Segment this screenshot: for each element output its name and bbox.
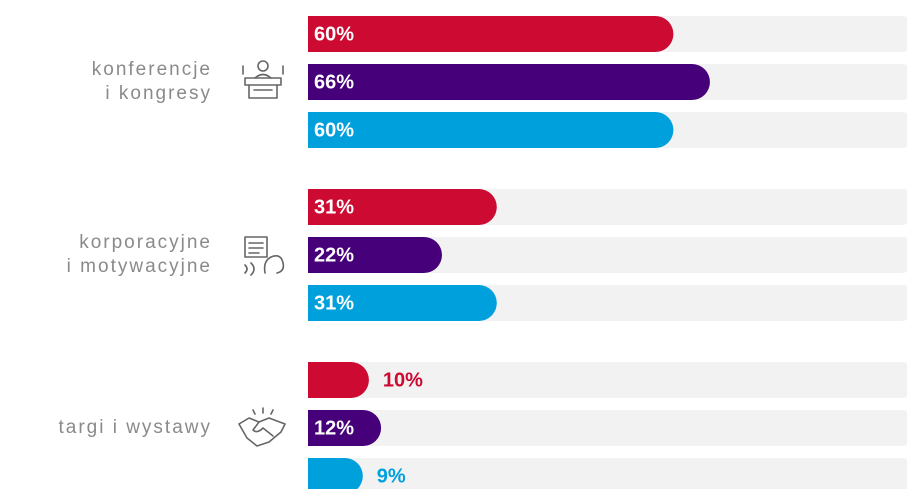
value-label: 22%	[314, 244, 354, 266]
bar	[308, 237, 442, 273]
category-label: konferencje i kongresy	[91, 59, 212, 104]
bar	[308, 64, 710, 100]
icon-corporate	[244, 236, 285, 276]
bar-track	[308, 410, 907, 446]
value-label: 31%	[314, 196, 354, 218]
icon-handshake	[238, 407, 286, 447]
bar-track	[308, 362, 907, 398]
bar	[308, 285, 497, 321]
value-label: 9%	[377, 465, 406, 487]
bar-track	[308, 237, 907, 273]
bar-track	[308, 458, 907, 489]
bar	[308, 458, 363, 489]
bar	[308, 189, 497, 225]
value-label: 60%	[314, 119, 354, 141]
bar	[308, 362, 369, 398]
category-label: korporacyjne i motywacyjne	[66, 232, 212, 277]
value-label: 60%	[314, 23, 354, 45]
bar	[308, 16, 674, 52]
value-label: 12%	[314, 417, 354, 439]
value-label: 10%	[383, 369, 423, 391]
bar	[308, 112, 674, 148]
value-label: 66%	[314, 71, 354, 93]
value-label: 31%	[314, 292, 354, 314]
icon-conference	[242, 60, 284, 99]
bar	[308, 410, 382, 446]
category-label: targi i wystawy	[58, 417, 212, 438]
